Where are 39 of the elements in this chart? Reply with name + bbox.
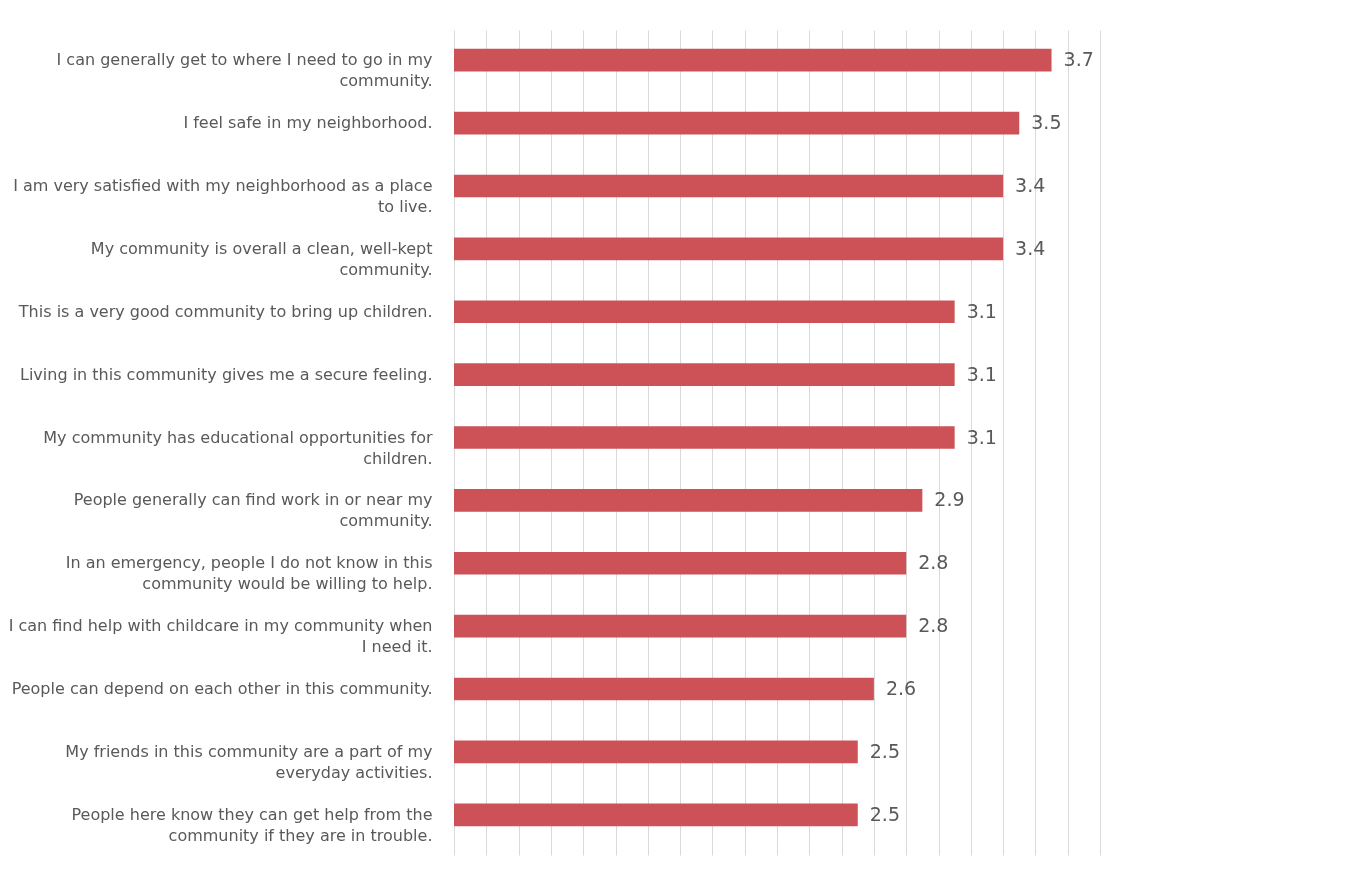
data-label: 2.8 — [918, 614, 949, 637]
bar — [454, 803, 858, 827]
data-label: 2.9 — [934, 488, 965, 511]
data-label: 3.7 — [1063, 48, 1094, 71]
bar — [454, 174, 1004, 198]
data-label: 3.1 — [966, 299, 997, 322]
y-tick-label: People generally can find work in or near my community. — [73, 490, 433, 531]
data-label: 3.1 — [966, 362, 997, 385]
y-tick-label: I can generally get to where I need to go in my community. — [56, 50, 433, 91]
data-label: 2.6 — [885, 677, 917, 700]
data-label: 3.1 — [966, 425, 997, 448]
y-tick-label: In an emergency, people I do not know in this community would be willing to help. — [65, 553, 433, 594]
bar — [454, 300, 955, 324]
y-tick-label: I am very satisfied with my neighborhood as a place to live. — [13, 175, 433, 216]
data-label: 3.4 — [1015, 236, 1046, 259]
data-label: 2.5 — [869, 802, 900, 825]
data-label: 2.8 — [918, 551, 949, 574]
bar — [454, 426, 955, 449]
bar — [454, 48, 1052, 72]
bar — [454, 489, 923, 512]
bar — [454, 551, 907, 575]
y-tick-label: This is a very good community to bring up children. — [17, 301, 433, 321]
y-tick-label: I feel safe in my neighborhood. — [183, 113, 433, 133]
y-tick-label: My community is overall a clean, well-kept community. — [90, 238, 433, 279]
bar — [454, 740, 858, 764]
bar — [454, 111, 1020, 135]
bar — [454, 677, 874, 701]
y-tick-label: I can find help with childcare in my community when I need it. — [8, 616, 433, 657]
y-tick-label: My friends in this community are a part of my everyday activities. — [65, 741, 433, 782]
data-label: 3.4 — [1015, 173, 1046, 196]
data-label: 3.5 — [1031, 111, 1062, 134]
bar — [454, 614, 907, 638]
bar — [454, 363, 955, 386]
y-tick-label: Living in this community gives me a secure feeling. — [19, 364, 433, 384]
bar — [454, 237, 1004, 261]
y-tick-label: People can depend on each other in this community. — [11, 679, 433, 699]
y-tick-label: My community has educational opportunities for children. — [43, 427, 433, 468]
y-tick-label: People here know they can get help from the community if they are in trouble. — [71, 804, 433, 845]
data-label: 2.5 — [869, 739, 900, 762]
